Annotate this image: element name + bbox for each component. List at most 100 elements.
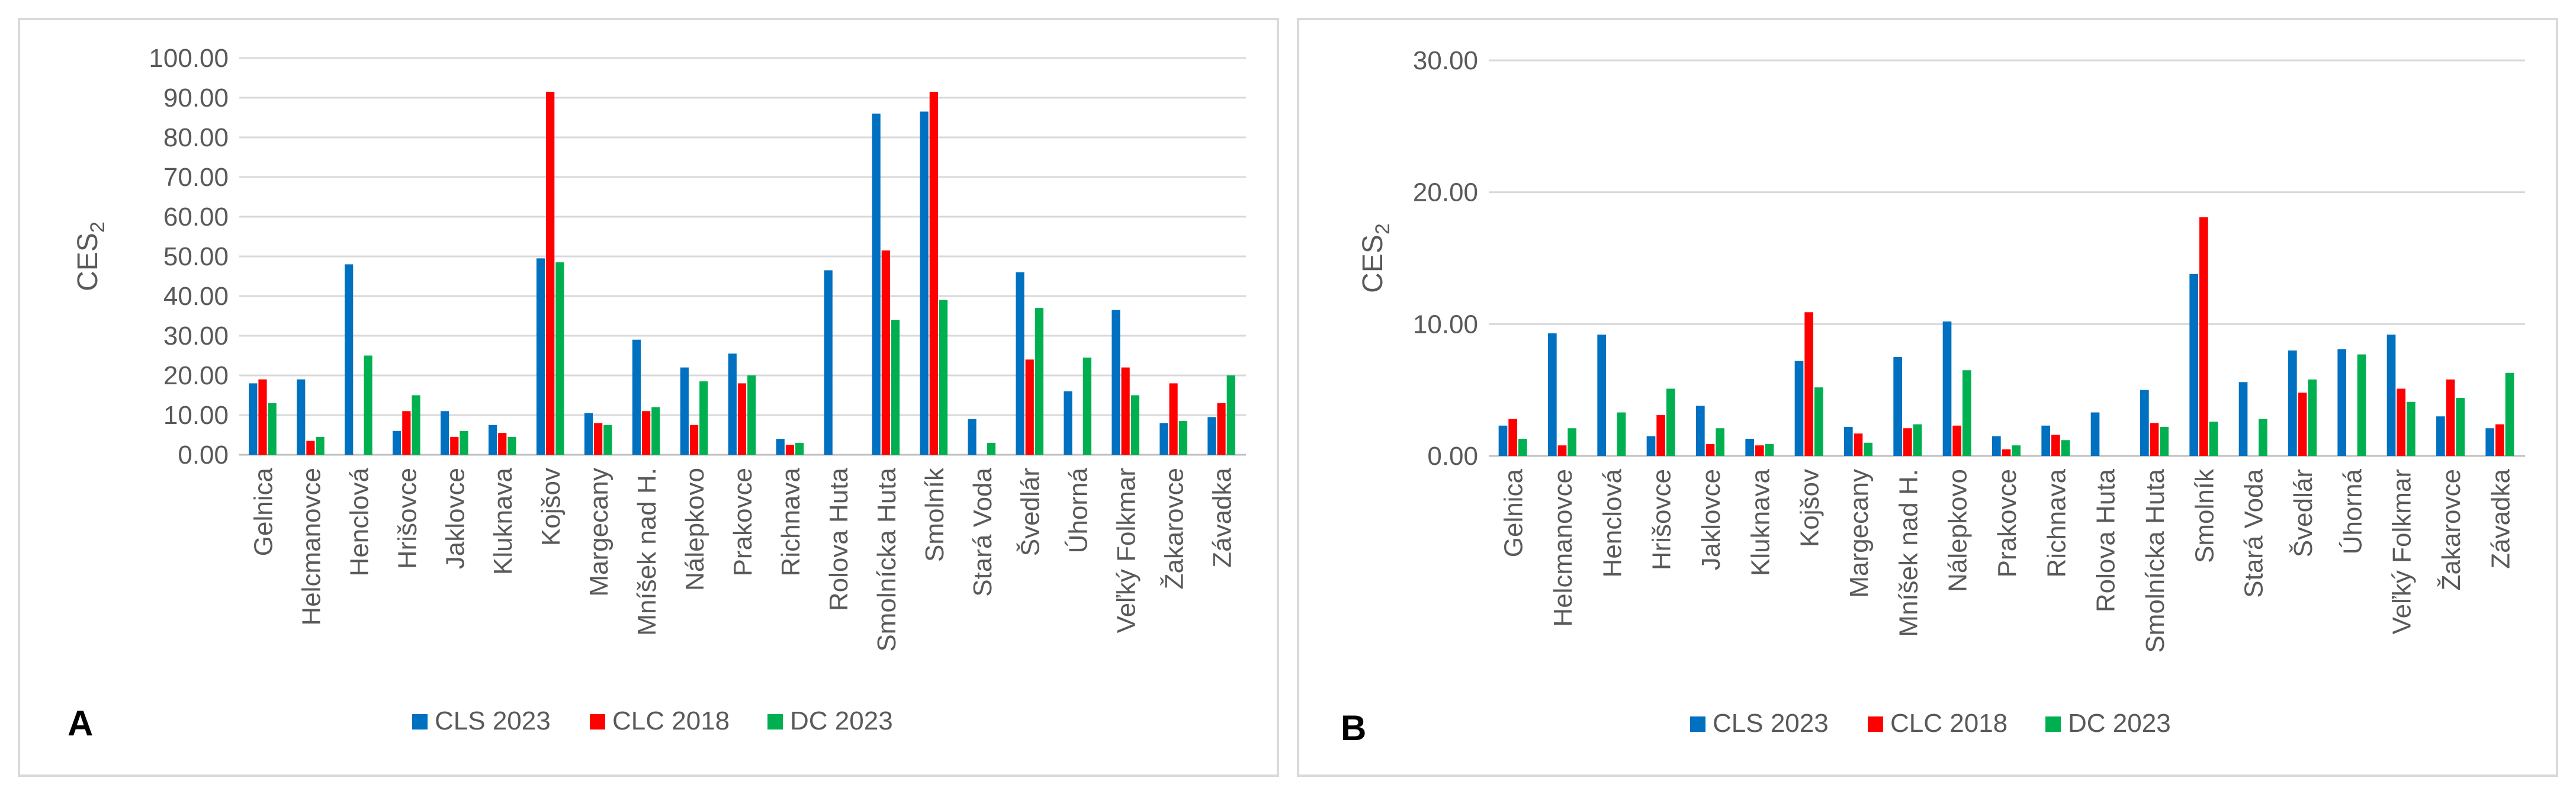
chart-a-y-tick-label: 100.00 xyxy=(149,44,229,73)
chart-a-bar-clc-2018 xyxy=(1217,403,1226,455)
chart-b-y-axis-label-main: CES xyxy=(1357,234,1389,293)
chart-b-bar-cls-2023 xyxy=(1696,406,1705,456)
chart-b-bar-clc-2018 xyxy=(1705,444,1715,456)
chart-a-bar-clc-2018 xyxy=(450,436,459,455)
chart-b-bar-cls-2023 xyxy=(1597,335,1606,456)
chart-b-y-tick-label: 0.00 xyxy=(1427,442,1478,471)
chart-a-bar-cls-2023 xyxy=(728,353,737,455)
chart-panel-b: 0.00 10.00 20.00 30.00 CES2 Gelnica Helcmanovc… xyxy=(1297,18,2558,777)
chart-b-bar-cls-2023 xyxy=(1844,427,1853,456)
chart-a-bar-dc-2023 xyxy=(651,407,660,455)
chart-a-legend-swatch xyxy=(590,714,605,729)
chart-b-bar-dc-2023 xyxy=(1864,442,1872,456)
chart-b-x-tick-label: Smolník xyxy=(2190,468,2219,563)
chart-a-bar-cls-2023 xyxy=(776,439,785,455)
chart-b-x-tick-label: Žakarovce xyxy=(2437,469,2466,590)
chart-a-bar-cls-2023 xyxy=(1207,417,1216,455)
chart-a-y-tick-label: 20.00 xyxy=(163,361,229,390)
chart-b-bar-clc-2018 xyxy=(1755,445,1764,456)
chart-b-bar-dc-2023 xyxy=(1568,428,1576,456)
chart-a-bar-dc-2023 xyxy=(316,436,325,455)
chart-b-x-tick-label: Stará Voda xyxy=(2240,468,2269,597)
chart-a-legend-swatch xyxy=(412,714,428,729)
chart-b-legend-label: DC 2023 xyxy=(2068,709,2171,738)
chart-b-bar-cls-2023 xyxy=(2485,428,2494,456)
chart-a-bar-clc-2018 xyxy=(1169,383,1178,455)
chart-b-bar-dc-2023 xyxy=(1913,424,1922,456)
chart-a-x-tick-label: Smolnícka Huta xyxy=(872,467,901,651)
chart-a-bar-cls-2023 xyxy=(680,367,689,455)
chart-b-bar-dc-2023 xyxy=(1716,428,1724,456)
chart-b-bar-dc-2023 xyxy=(1962,370,1971,456)
chart-a-bar-dc-2023 xyxy=(699,381,708,455)
chart-a-bar-cls-2023 xyxy=(968,419,977,455)
chart-a-bar-cls-2023 xyxy=(536,258,545,455)
chart-a-bar-cls-2023 xyxy=(488,425,497,455)
chart-a-x-tick-label: Mníšek nad H. xyxy=(632,468,661,636)
chart-b-y-tick-label: 10.00 xyxy=(1413,310,1478,339)
chart-b-bar-clc-2018 xyxy=(2298,393,2307,456)
chart-b-x-tick-label: Úhorná xyxy=(2338,468,2367,554)
chart-a-bar-dc-2023 xyxy=(1035,308,1043,455)
chart-b-x-tick-label: Helcmanovce xyxy=(1549,469,1578,627)
chart-b-bar-cls-2023 xyxy=(1942,321,1952,456)
chart-a-y-tick-label: 0.00 xyxy=(178,441,229,470)
chart-a-y-tick-label: 80.00 xyxy=(163,123,229,152)
chart-b-bar-cls-2023 xyxy=(1548,333,1557,456)
chart-b-bar-cls-2023 xyxy=(2238,382,2248,456)
chart-b-bar-clc-2018 xyxy=(2002,449,2011,456)
chart-b-bar-clc-2018 xyxy=(1903,428,1912,456)
chart-b-bar-clc-2018 xyxy=(1557,445,1567,456)
chart-a-bar-clc-2018 xyxy=(1025,359,1034,455)
chart-a-bar-dc-2023 xyxy=(1083,357,1091,455)
chart-b-bar-dc-2023 xyxy=(2209,422,2218,456)
chart-a-bar-dc-2023 xyxy=(603,425,612,455)
chart-a-x-tick-label: Margecany xyxy=(584,468,614,597)
chart-a-bar-cls-2023 xyxy=(872,113,881,455)
chart-b-bar-cls-2023 xyxy=(2288,350,2297,456)
chart-a-x-tick-label: Gelnica xyxy=(249,467,278,556)
chart-a-x-tick-label: Nálepkovo xyxy=(680,468,709,591)
chart-a-bar-dc-2023 xyxy=(412,395,420,455)
chart-a-x-tick-label: Žakarovce xyxy=(1160,468,1189,589)
chart-a-bar-dc-2023 xyxy=(1226,375,1235,455)
chart-b-x-tick-label: Jaklovce xyxy=(1697,469,1726,570)
chart-a-svg: 0.00 10.00 20.00 30.00 40.00 50.00 60.00 70.00 8… xyxy=(68,44,1246,743)
chart-b-legend-label: CLC 2018 xyxy=(1890,709,2008,738)
chart-b-bar-clc-2018 xyxy=(2397,388,2405,456)
chart-a-x-tick-label: Kojšov xyxy=(537,468,566,546)
chart-a-y-tick-label: 10.00 xyxy=(163,401,229,430)
chart-a-bar-clc-2018 xyxy=(402,411,411,455)
chart-a-bar-dc-2023 xyxy=(939,300,948,455)
chart-b-x-tick-label: Švedlár xyxy=(2288,469,2318,557)
chart-b-bar-dc-2023 xyxy=(2407,401,2416,456)
chart-a-y-axis-label: CES2 xyxy=(72,221,109,291)
chart-b-bar-clc-2018 xyxy=(1854,433,1863,456)
chart-a-x-tick-label: Richnava xyxy=(776,467,805,576)
chart-b-bar-dc-2023 xyxy=(1814,387,1823,456)
chart-panel-a: 0.00 10.00 20.00 30.00 40.00 50.00 60.00 70.00 8… xyxy=(18,18,1279,777)
chart-a-bar-clc-2018 xyxy=(737,383,747,455)
chart-b-bar-cls-2023 xyxy=(2387,335,2396,456)
chart-a-bar-cls-2023 xyxy=(824,270,833,455)
chart-a-y-axis-label-sub: 2 xyxy=(86,221,109,233)
chart-b-bar-dc-2023 xyxy=(2061,440,2070,456)
chart-a-bar-cls-2023 xyxy=(297,379,306,455)
chart-b-bar-clc-2018 xyxy=(1952,425,1961,456)
chart-a-y-tick-label: 70.00 xyxy=(163,163,229,192)
chart-b-bar-dc-2023 xyxy=(1617,412,1626,456)
chart-b-bar-cls-2023 xyxy=(1992,436,2001,456)
chart-b-bar-clc-2018 xyxy=(1508,419,1517,456)
chart-b-bar-cls-2023 xyxy=(2090,412,2100,456)
chart-a-bar-dc-2023 xyxy=(987,442,996,455)
chart-a-y-tick-label: 50.00 xyxy=(163,242,229,271)
chart-b-svg: 0.00 10.00 20.00 30.00 CES2 Gelnica Helcmanovc… xyxy=(1341,46,2525,748)
chart-b-bar-clc-2018 xyxy=(2150,423,2159,456)
chart-b-x-tick-label: Prakovce xyxy=(1993,469,2022,577)
chart-b-x-tick-label: Kluknava xyxy=(1746,468,1775,576)
chart-b-x-tick-label: Margecany xyxy=(1845,469,1874,598)
chart-a-bar-clc-2018 xyxy=(546,91,555,455)
chart-b-bar-dc-2023 xyxy=(2308,379,2317,456)
chart-a-bar-dc-2023 xyxy=(364,355,372,455)
chart-b-panel-label: B xyxy=(1341,708,1366,748)
